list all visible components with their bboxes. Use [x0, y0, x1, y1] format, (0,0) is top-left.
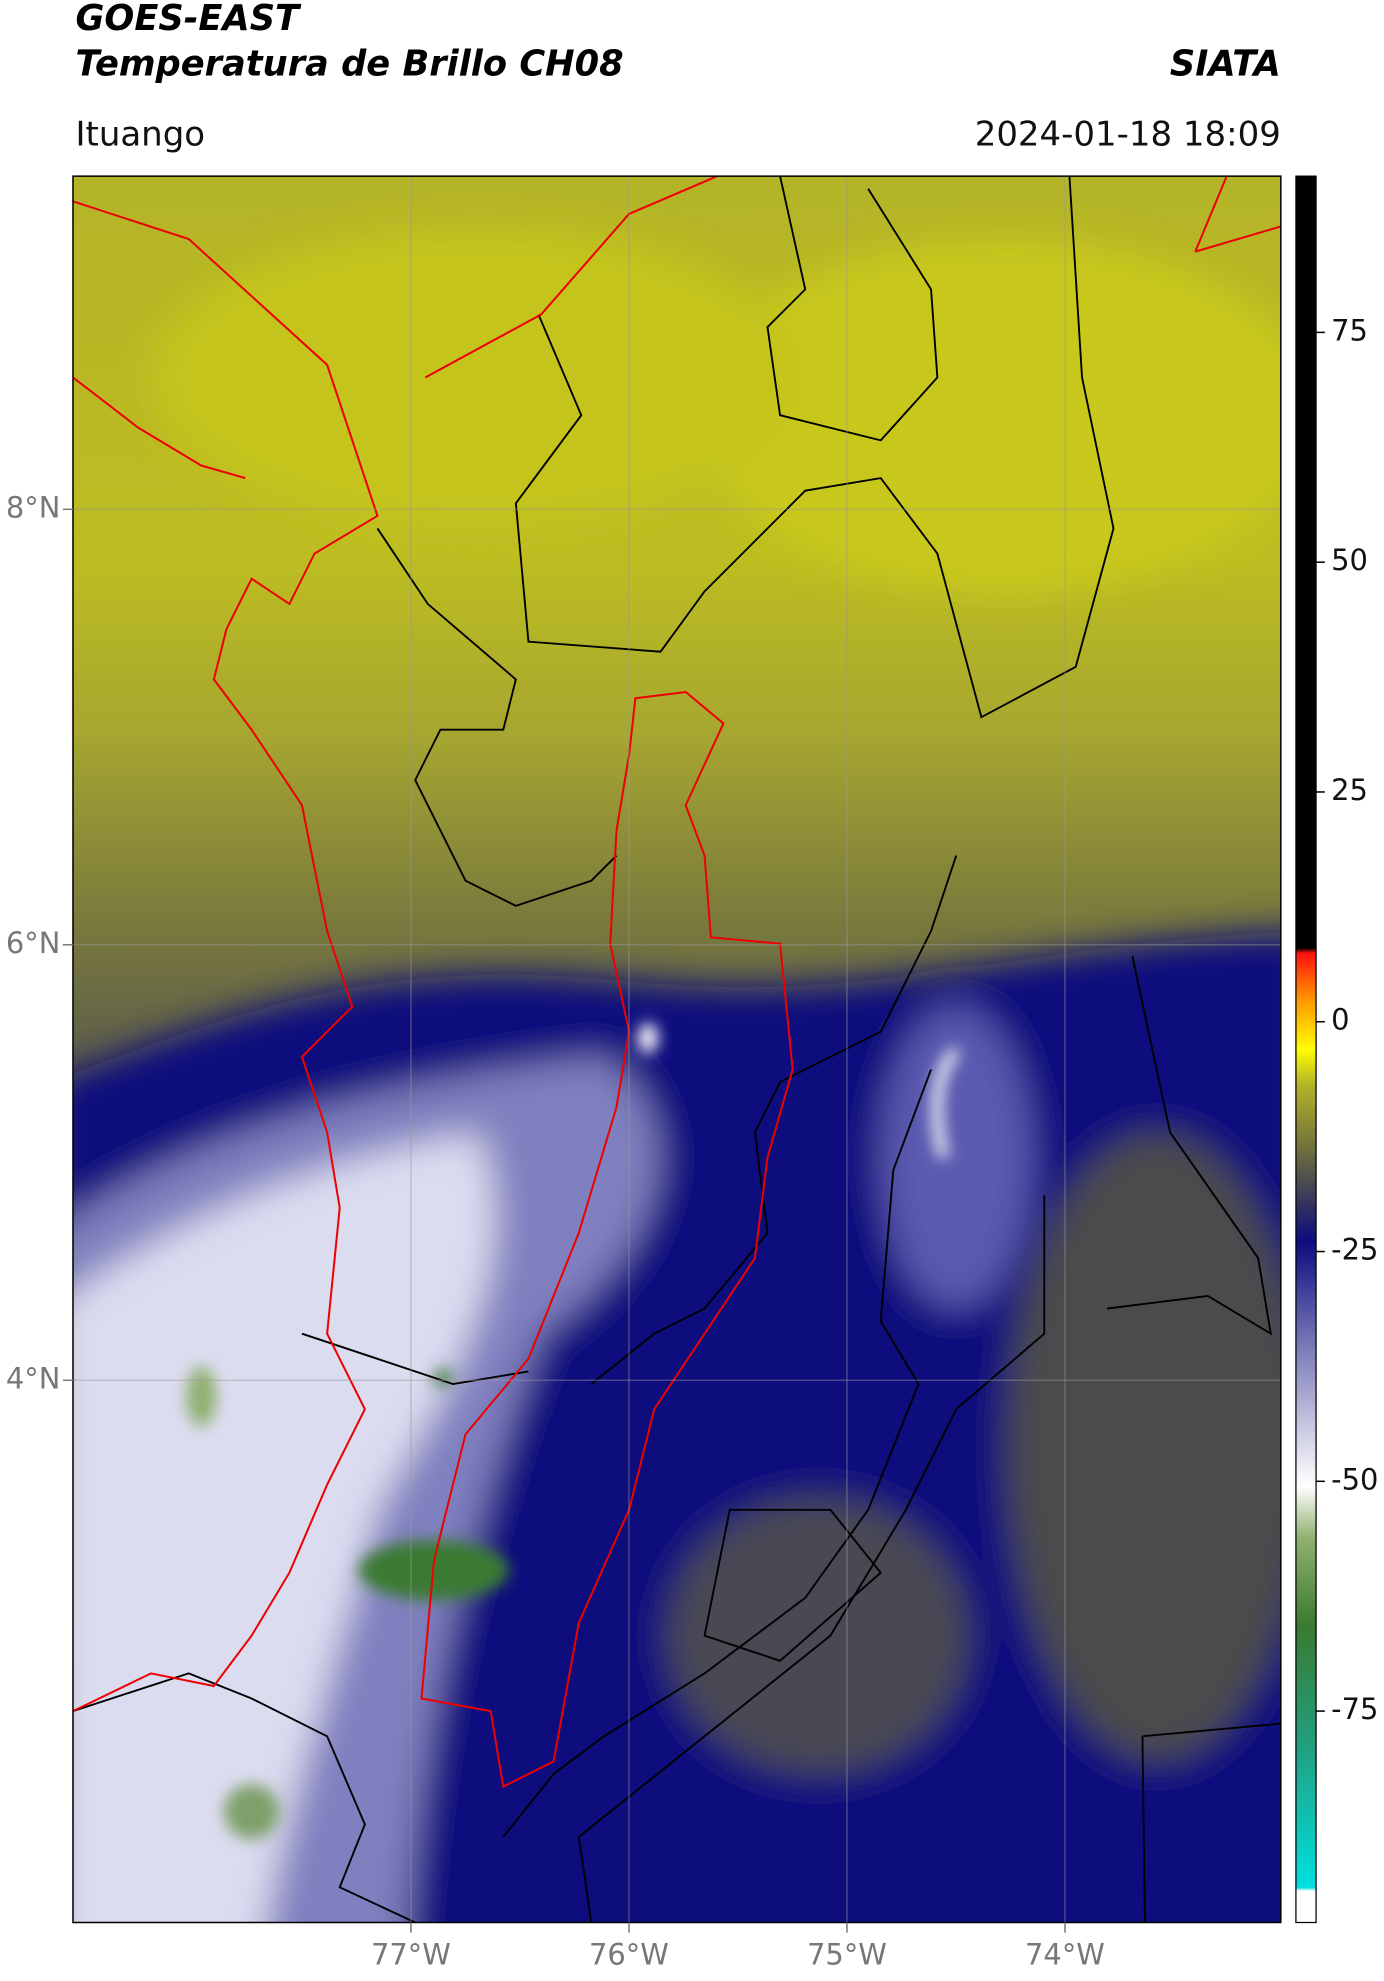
satellite-image	[72, 176, 1281, 1923]
borders	[72, 176, 1281, 1923]
colorbar-tick-label: -75	[1331, 1692, 1378, 1726]
location: Ituango	[75, 114, 205, 154]
colorbar-tick-label: 75	[1331, 313, 1368, 347]
colorbar-tick-label: 50	[1331, 543, 1368, 577]
map-frame	[72, 175, 1282, 1924]
grid	[72, 176, 1281, 1923]
y-tick-label: 8°N	[6, 490, 61, 524]
subtitle: Temperatura de Brillo CH08	[75, 43, 623, 84]
y-tick-label: 6°N	[6, 926, 61, 960]
title: GOES-EAST	[75, 0, 302, 39]
x-tick-label: 76°W	[589, 1937, 669, 1971]
colorbar-tick-label: 0	[1331, 1003, 1349, 1037]
colorbar-tick-label: -25	[1331, 1233, 1378, 1267]
colorbar	[1295, 175, 1317, 1924]
source: SIATA	[1170, 43, 1281, 84]
colorbar-tick-label: -50	[1331, 1462, 1378, 1496]
x-tick-label: 77°W	[371, 1937, 451, 1971]
x-tick-label: 74°W	[1025, 1937, 1105, 1971]
coastline	[72, 176, 1281, 1789]
y-tick-label: 4°N	[6, 1361, 61, 1395]
datetime: 2024-01-18 18:09	[975, 114, 1281, 154]
colorbar-tick-label: 25	[1331, 773, 1368, 807]
x-tick-label: 75°W	[807, 1937, 887, 1971]
